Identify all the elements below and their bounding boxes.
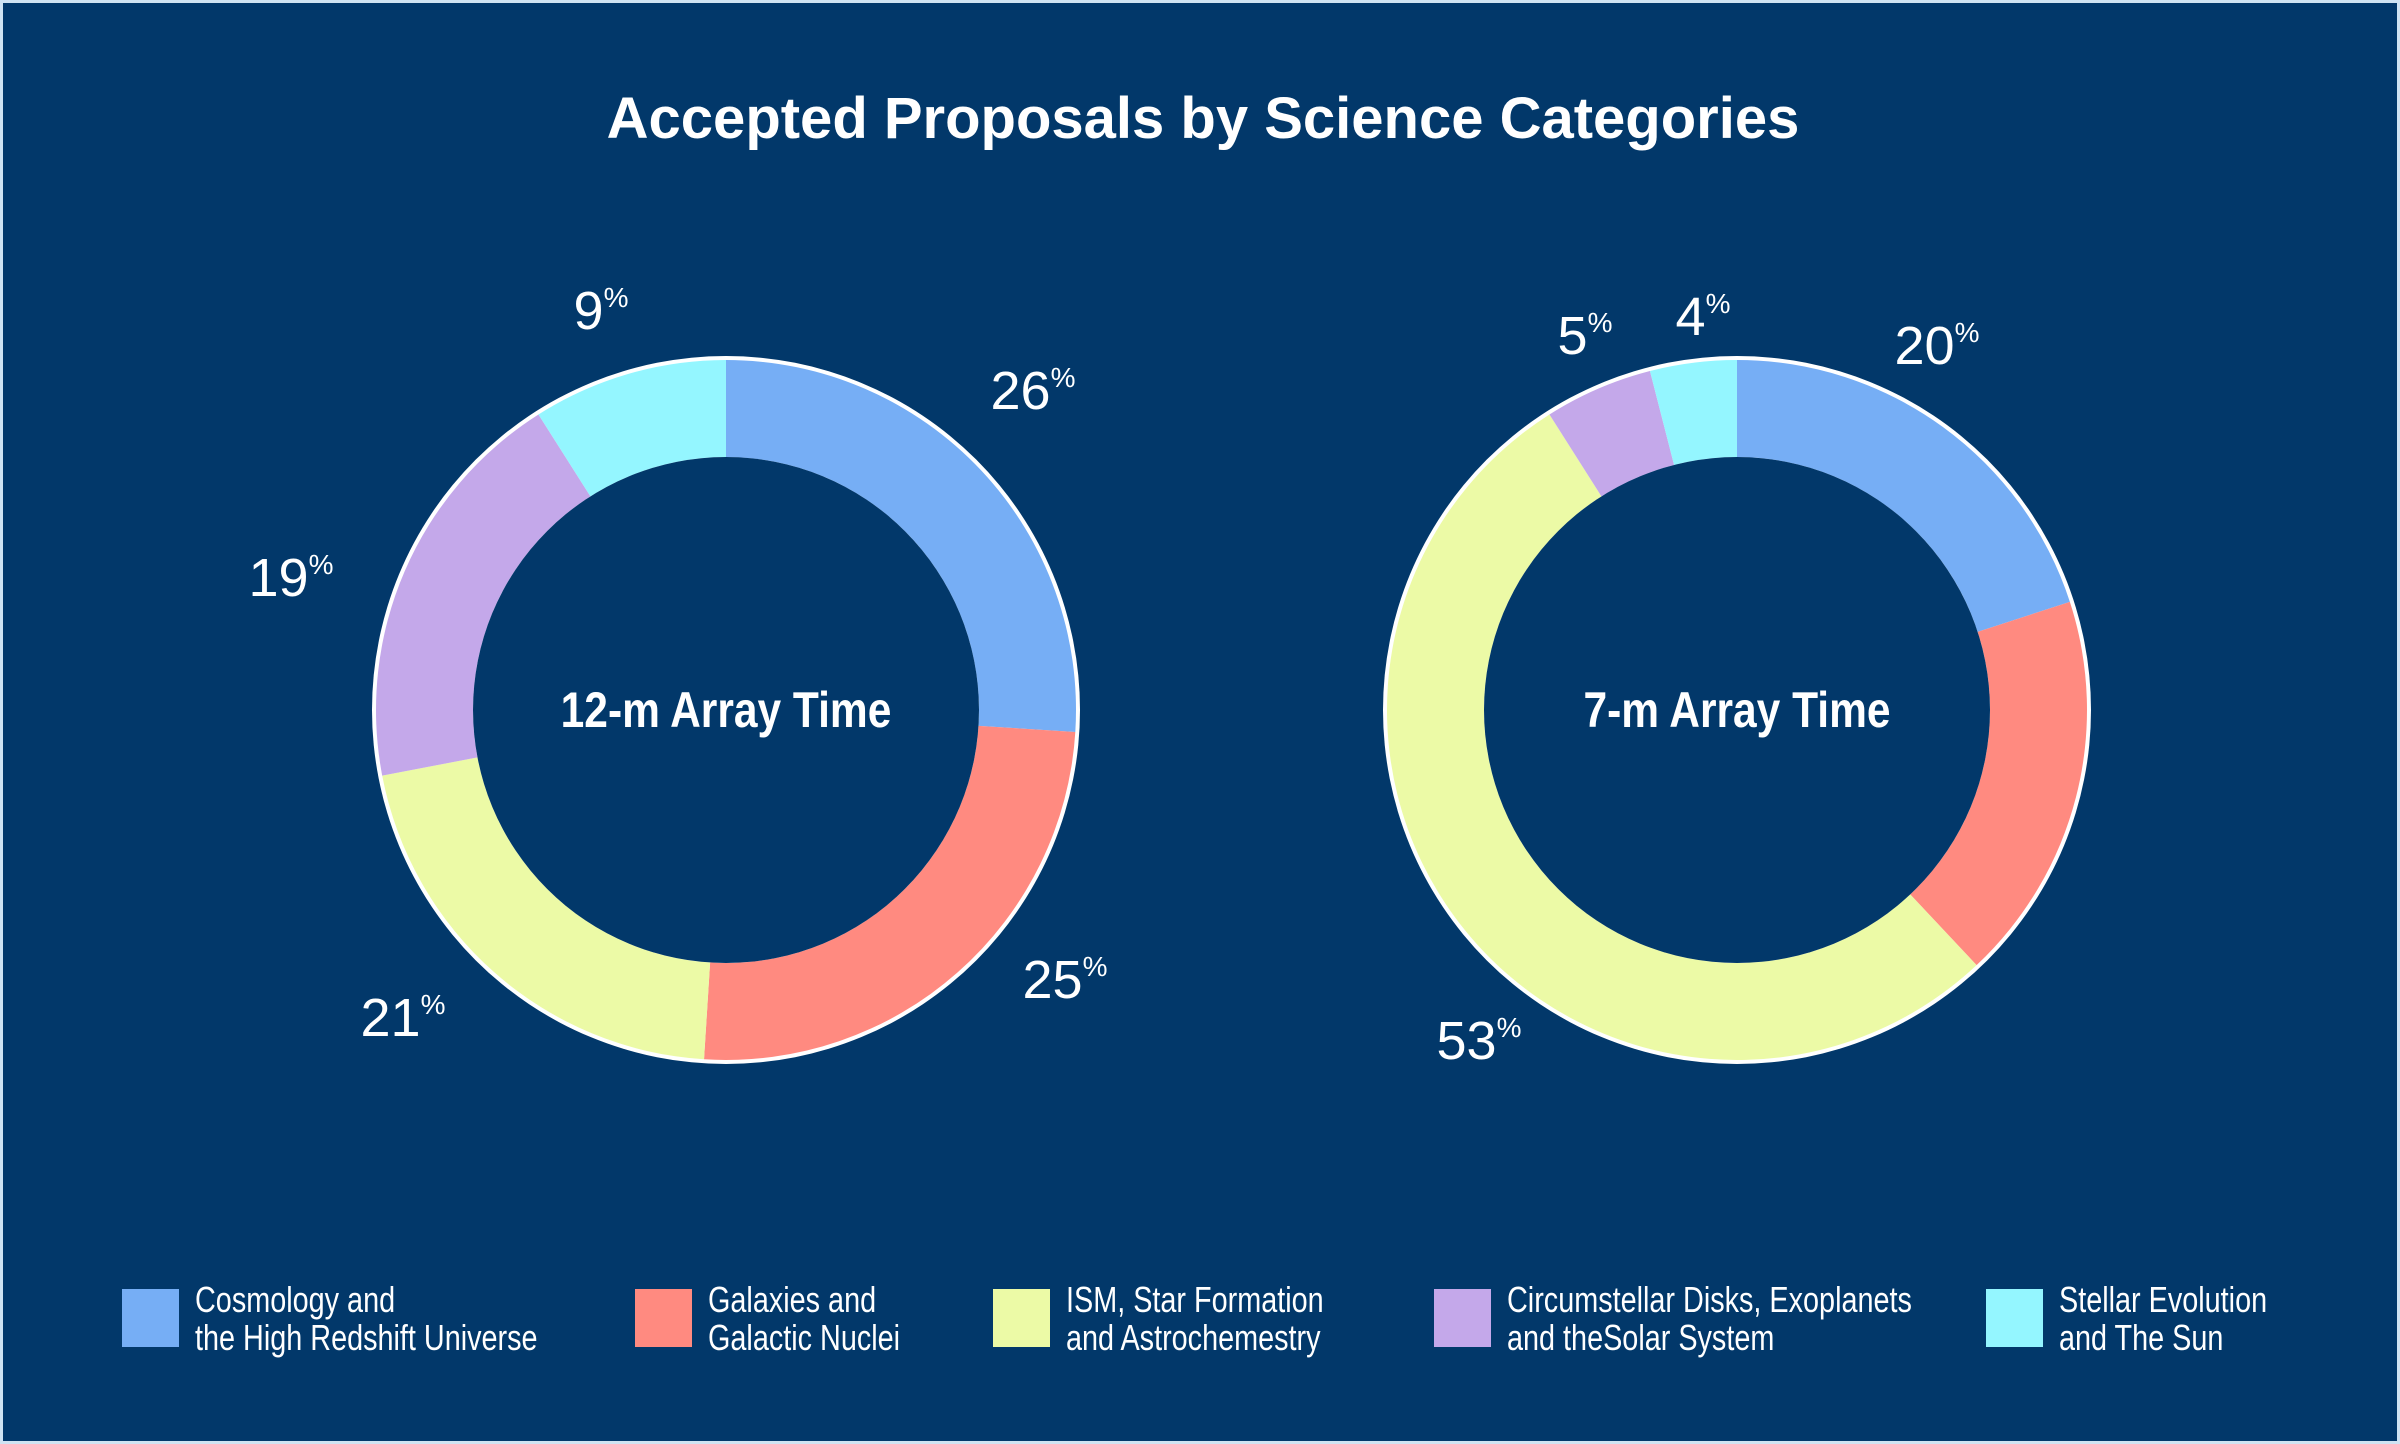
donut-hole [1484,457,1990,963]
legend-swatch [635,1289,692,1347]
slice-data-label: 5% [1558,306,1613,366]
chart-title: Accepted Proposals by Science Categories [606,86,1800,151]
donut-slice-3 [382,757,711,1060]
donut-slice-2 [1910,601,2087,966]
legend-swatch [122,1289,179,1347]
legend-label: Cosmology and the High Redshift Universe [195,1279,538,1358]
slice-data-label: 19% [249,548,334,608]
donut-slice-5 [538,360,726,497]
legend-label: Galaxies and Galactic Nuclei [708,1279,901,1358]
slice-data-label: 53% [1437,1011,1522,1071]
donut-slice-4 [1549,370,1675,497]
legend-label: ISM, Star Formation and Astrochemestry [1066,1279,1324,1358]
legend-label: Circumstellar Disks, Exoplanets and theSo… [1507,1279,1912,1358]
donut-slice-1 [1737,360,2070,632]
legend-swatch [1434,1289,1491,1347]
slice-data-label: 26% [991,361,1076,421]
donut-slice-1 [726,360,1076,732]
donut-slice-4 [376,414,591,776]
slice-data-label: 4% [1676,287,1731,347]
donut-hole [473,457,979,963]
donut-slice-3 [1386,414,1977,1061]
slice-data-label: 25% [1023,950,1108,1010]
donut-center-label: 7-m Array Time [1583,682,1890,738]
donut-center-label: 12-m Array Time [561,682,892,738]
slice-data-label: 20% [1895,316,1980,376]
donut-slice-2 [704,725,1076,1060]
donut-charts: 12-m Array Time 26% 25% 21% 19% 9% 7-m Array T… [249,281,2091,1071]
legend-swatch [993,1289,1050,1347]
slice-data-label: 21% [361,988,446,1048]
legend-label: Stellar Evolution and The Sun [2059,1279,2268,1358]
donut-slice-5 [1649,360,1737,465]
legend-swatch [1986,1289,2043,1347]
slice-data-label: 9% [574,281,629,341]
